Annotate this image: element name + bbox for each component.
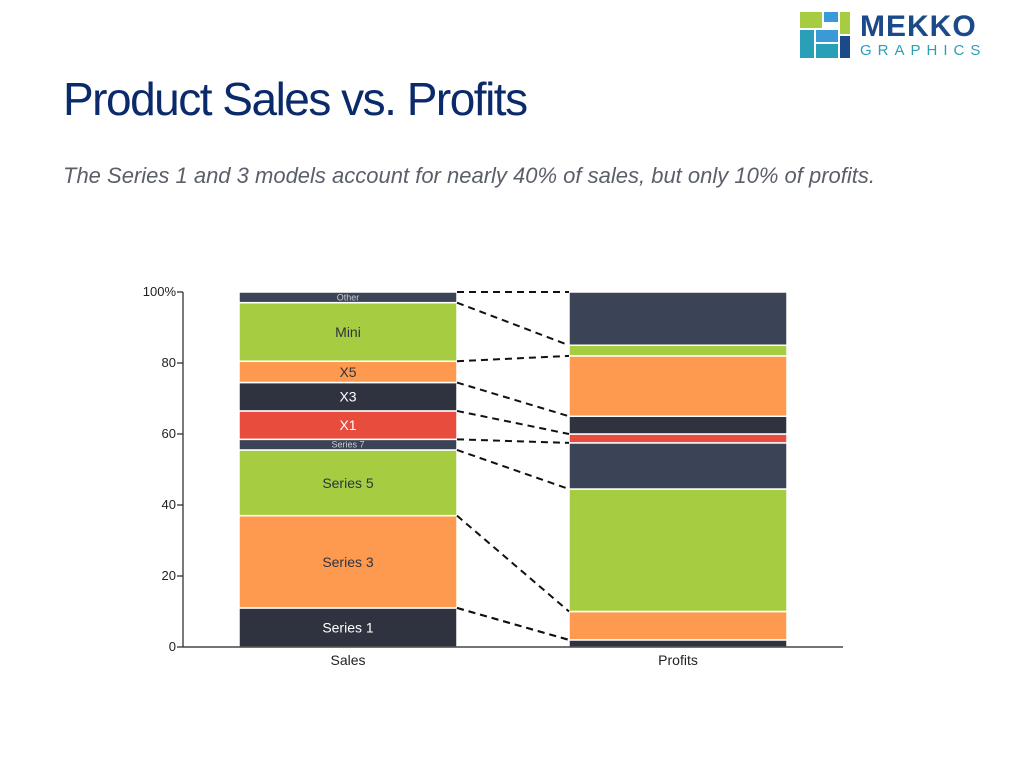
connector-line (456, 301, 570, 347)
bar-segment-sales-x3 (238, 381, 458, 412)
mekko-graphics-logo: MEKKO GRAPHICS (800, 10, 1010, 60)
logo-squares-icon (800, 12, 850, 58)
logo-wordmark-bottom: GRAPHICS (860, 42, 987, 59)
connector-line (456, 449, 570, 490)
y-tick-label: 80 (162, 355, 176, 370)
bar-segment-profits-x1 (568, 433, 788, 444)
bar-segment-sales-series-3 (238, 514, 458, 609)
y-tick-label: 20 (162, 568, 176, 583)
bar-segment-profits-mini (568, 344, 788, 357)
segment-label: Other (337, 292, 360, 302)
bar-segment-profits-series-5 (568, 488, 788, 613)
bar-segment-profits-series-7 (568, 442, 788, 490)
bar-segment-sales-mini (238, 301, 458, 362)
connector-line (456, 354, 570, 363)
logo-wordmark-top: MEKKO (860, 10, 977, 43)
x-category-label: Profits (658, 652, 698, 668)
y-tick-label: 40 (162, 497, 176, 512)
connector-line (456, 514, 570, 613)
x-category-label: Sales (330, 652, 365, 668)
bar-segment-sales-series-1 (238, 607, 458, 648)
segment-label: Mini (335, 324, 361, 340)
bar-segment-profits-series-3 (568, 610, 788, 641)
y-tick-label: 60 (162, 426, 176, 441)
bar-segment-sales-series-5 (238, 449, 458, 517)
bar-segment-sales-x1 (238, 410, 458, 441)
bar-segment-sales-other (238, 291, 458, 304)
segment-label: X5 (339, 364, 356, 380)
segment-label: X1 (339, 417, 356, 433)
segment-label: Series 5 (322, 475, 374, 491)
y-tick-label: 100% (143, 284, 177, 299)
segment-label: Series 1 (322, 619, 374, 635)
segment-label: Series 7 (331, 440, 364, 450)
page-subtitle: The Series 1 and 3 models account for ne… (63, 163, 876, 188)
connector-line (456, 438, 570, 444)
connector-line (456, 606, 570, 641)
connector-line (456, 409, 570, 435)
segment-label: X3 (339, 389, 356, 405)
segment-label: Series 3 (322, 554, 374, 570)
y-tick-label: 0 (169, 639, 176, 654)
page-title: Product Sales vs. Profits (63, 73, 528, 125)
bar-segment-profits-x3 (568, 415, 788, 435)
connector-line (456, 381, 570, 418)
bar-segment-profits-x5 (568, 355, 788, 417)
bar-segment-profits-other (568, 291, 788, 346)
bar-segment-profits-series-1 (568, 639, 788, 648)
